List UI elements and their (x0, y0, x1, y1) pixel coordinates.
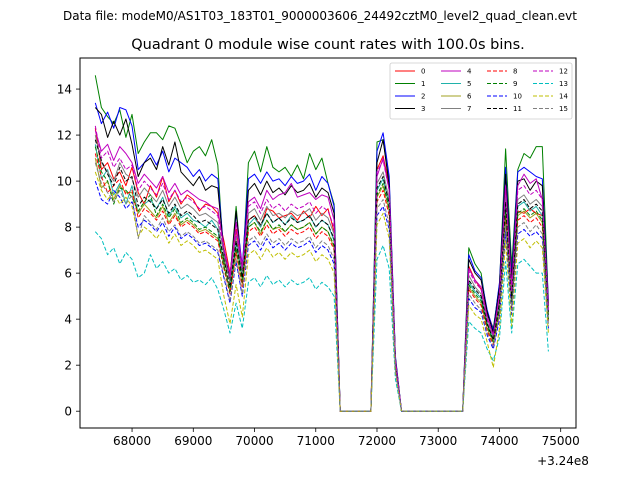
y-axis: 0 2 4 6 8 10 12 14 (57, 83, 80, 419)
series-layer (94, 75, 549, 412)
legend-label-1: 1 (421, 80, 425, 88)
series-line-8 (94, 153, 549, 412)
y-tick-label: 6 (64, 267, 72, 281)
x-tick-label: 71000 (297, 434, 335, 448)
y-tick-label: 14 (57, 83, 72, 97)
x-tick-label: 73000 (419, 434, 457, 448)
y-tick-label: 4 (64, 313, 72, 327)
x-tick-label: 72000 (358, 434, 396, 448)
legend-label-12: 12 (559, 68, 568, 76)
legend-box (389, 62, 573, 120)
x-tick-label: 75000 (542, 434, 580, 448)
legend-label-0: 0 (421, 68, 425, 76)
legend-label-13: 13 (559, 80, 568, 88)
legend-label-10: 10 (513, 93, 522, 101)
series-line-9 (94, 146, 549, 412)
legend-label-15: 15 (559, 105, 568, 113)
series-line-13 (94, 231, 549, 412)
y-tick-label: 0 (64, 405, 72, 419)
x-tick-label: 68000 (113, 434, 151, 448)
y-tick-label: 10 (57, 175, 72, 189)
suptitle: Data file: modeM0/AS1T03_183T01_90000036… (63, 9, 577, 23)
legend-label-8: 8 (513, 68, 517, 76)
legend-label-3: 3 (421, 105, 425, 113)
x-axis-offset-label: +3.24e8 (537, 454, 589, 468)
series-line-11 (94, 139, 549, 412)
legend-label-6: 6 (467, 93, 472, 101)
legend-label-14: 14 (559, 93, 568, 101)
legend-label-2: 2 (421, 93, 425, 101)
x-tick-label: 69000 (174, 434, 212, 448)
series-line-3 (94, 107, 549, 412)
y-tick-label: 2 (64, 359, 72, 373)
y-tick-label: 8 (64, 221, 72, 235)
series-line-4 (94, 130, 549, 412)
y-tick-label: 12 (57, 129, 72, 143)
chart-title: Quadrant 0 module wise count rates with … (131, 37, 525, 53)
x-tick-label: 74000 (480, 434, 518, 448)
legend-label-5: 5 (467, 80, 471, 88)
series-line-14 (94, 171, 549, 412)
series-line-15 (94, 162, 549, 412)
series-line-1 (94, 75, 549, 412)
series-line-12 (94, 125, 549, 412)
series-line-7 (94, 134, 549, 412)
axes-frame (79, 57, 577, 429)
x-tick-label: 70000 (235, 434, 273, 448)
legend-label-4: 4 (467, 68, 472, 76)
x-axis: 68000 69000 70000 71000 72000 73000 74000 75000 (113, 428, 580, 448)
legend-label-9: 9 (513, 80, 517, 88)
series-line-2 (94, 102, 549, 412)
legend-label-11: 11 (513, 105, 522, 113)
legend-label-7: 7 (467, 105, 471, 113)
series-line-10 (94, 180, 549, 412)
